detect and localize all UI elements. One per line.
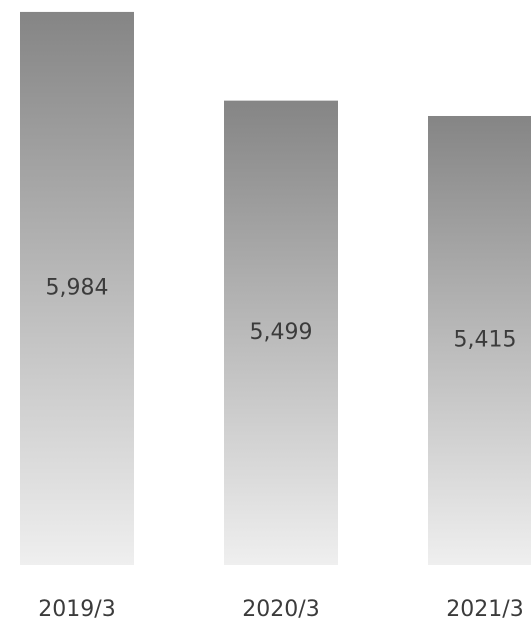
bar-2020-3 bbox=[224, 100, 338, 566]
x-axis-tick-labels: 2019/3 2020/3 2021/3 bbox=[38, 597, 523, 622]
bar-value-label: 5,415 bbox=[454, 327, 517, 352]
x-tick-label: 2020/3 bbox=[242, 597, 319, 622]
x-tick-label: 2019/3 bbox=[38, 597, 115, 622]
bar-labels-group: 5,984 5,499 5,415 bbox=[46, 275, 517, 352]
x-tick-label: 2021/3 bbox=[446, 597, 523, 622]
bar-2019-3 bbox=[20, 11, 134, 565]
bars-group bbox=[20, 11, 531, 566]
bar-value-label: 5,499 bbox=[250, 320, 313, 345]
bar-value-label: 5,984 bbox=[46, 275, 109, 300]
bar-2021-3 bbox=[428, 115, 531, 566]
